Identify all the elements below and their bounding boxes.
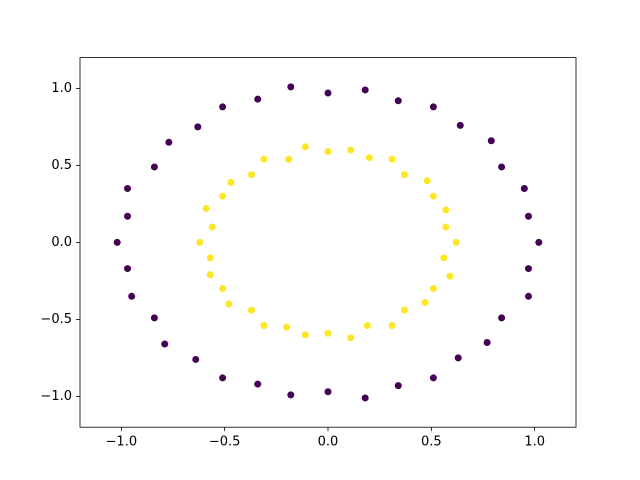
point (283, 323, 291, 331)
point (219, 192, 227, 200)
point (248, 171, 256, 179)
point (113, 238, 121, 246)
point (196, 238, 204, 246)
point (208, 223, 216, 231)
x-tick-label: 0.0 (318, 435, 339, 450)
x-tick-label: 0.5 (421, 435, 442, 450)
y-tick-label: −0.5 (40, 312, 72, 327)
point (124, 212, 132, 220)
point (498, 314, 506, 322)
point (301, 331, 309, 339)
point (161, 340, 169, 348)
point (363, 322, 371, 330)
point (219, 285, 227, 293)
y-tick-label: 1.0 (51, 81, 72, 96)
point (165, 138, 173, 146)
point (248, 306, 256, 314)
point (442, 223, 450, 231)
point (423, 177, 431, 185)
point (388, 155, 396, 163)
point (124, 265, 132, 273)
point (361, 86, 369, 94)
point (520, 185, 528, 192)
point (361, 394, 369, 402)
plot-frame (79, 57, 577, 428)
y-tick-label: −1.0 (40, 389, 72, 404)
point (483, 339, 491, 346)
point (287, 83, 295, 91)
point (429, 103, 437, 111)
point (347, 334, 355, 342)
point (400, 171, 408, 179)
point (301, 143, 309, 151)
point (324, 89, 332, 97)
point (421, 298, 429, 306)
point (287, 391, 295, 399)
point (524, 292, 532, 300)
point (452, 238, 460, 246)
point (150, 163, 158, 171)
point (150, 314, 158, 322)
point (524, 212, 532, 220)
point (219, 374, 227, 382)
point (446, 272, 454, 280)
point (498, 163, 506, 171)
point (202, 205, 210, 213)
point (206, 271, 214, 279)
point (524, 265, 532, 273)
point (440, 254, 448, 262)
point (227, 178, 235, 186)
point (194, 123, 202, 131)
point (260, 322, 268, 330)
point (219, 103, 227, 111)
point (192, 355, 200, 363)
point (324, 148, 332, 156)
x-tick-label: −1.0 (106, 435, 138, 450)
point (124, 185, 132, 192)
point (394, 382, 402, 390)
point (394, 97, 402, 105)
x-tick-label: 1.0 (524, 435, 545, 450)
point (347, 146, 355, 154)
y-tick-label: 0.5 (51, 158, 72, 173)
point (254, 380, 262, 388)
point (206, 254, 214, 262)
point (400, 306, 408, 314)
point (128, 292, 136, 300)
point (324, 388, 332, 396)
point (454, 354, 462, 362)
point (388, 322, 396, 330)
point (225, 300, 233, 308)
point (260, 155, 268, 163)
point (442, 206, 450, 214)
y-tick-label: 0.0 (51, 235, 72, 250)
point (456, 121, 464, 129)
point (324, 329, 332, 337)
point (535, 238, 543, 246)
point (429, 192, 437, 200)
point (285, 155, 293, 163)
point (487, 137, 495, 145)
point (429, 285, 437, 293)
point (429, 374, 437, 382)
point (365, 154, 373, 162)
point (254, 95, 262, 103)
x-tick-label: −0.5 (209, 435, 241, 450)
